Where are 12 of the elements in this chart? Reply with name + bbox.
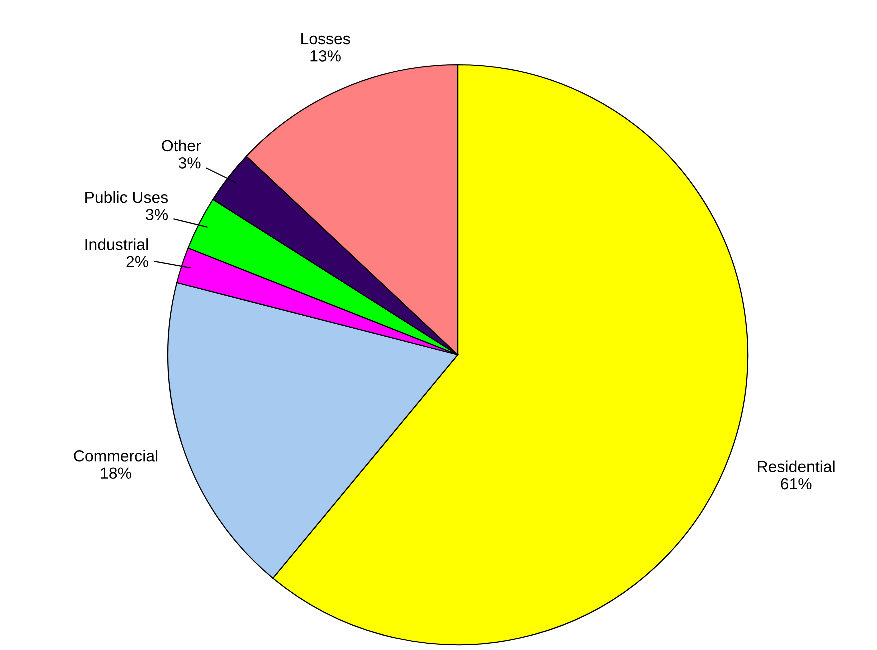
slice-label: Other <box>162 140 202 152</box>
slice-label: Residential <box>758 460 835 472</box>
data-label: 13% <box>310 50 341 62</box>
data-label: 61% <box>781 478 812 490</box>
slice-label: Commercial <box>74 450 158 462</box>
slice-label: Public Uses <box>86 191 168 204</box>
data-label: 18% <box>101 468 132 480</box>
slice-label: Industrial <box>86 238 148 250</box>
data-label: 3% <box>146 209 168 220</box>
data-label: 2% <box>126 256 149 268</box>
slice-label: Losses <box>302 33 350 45</box>
data-label: 3% <box>178 158 201 169</box>
